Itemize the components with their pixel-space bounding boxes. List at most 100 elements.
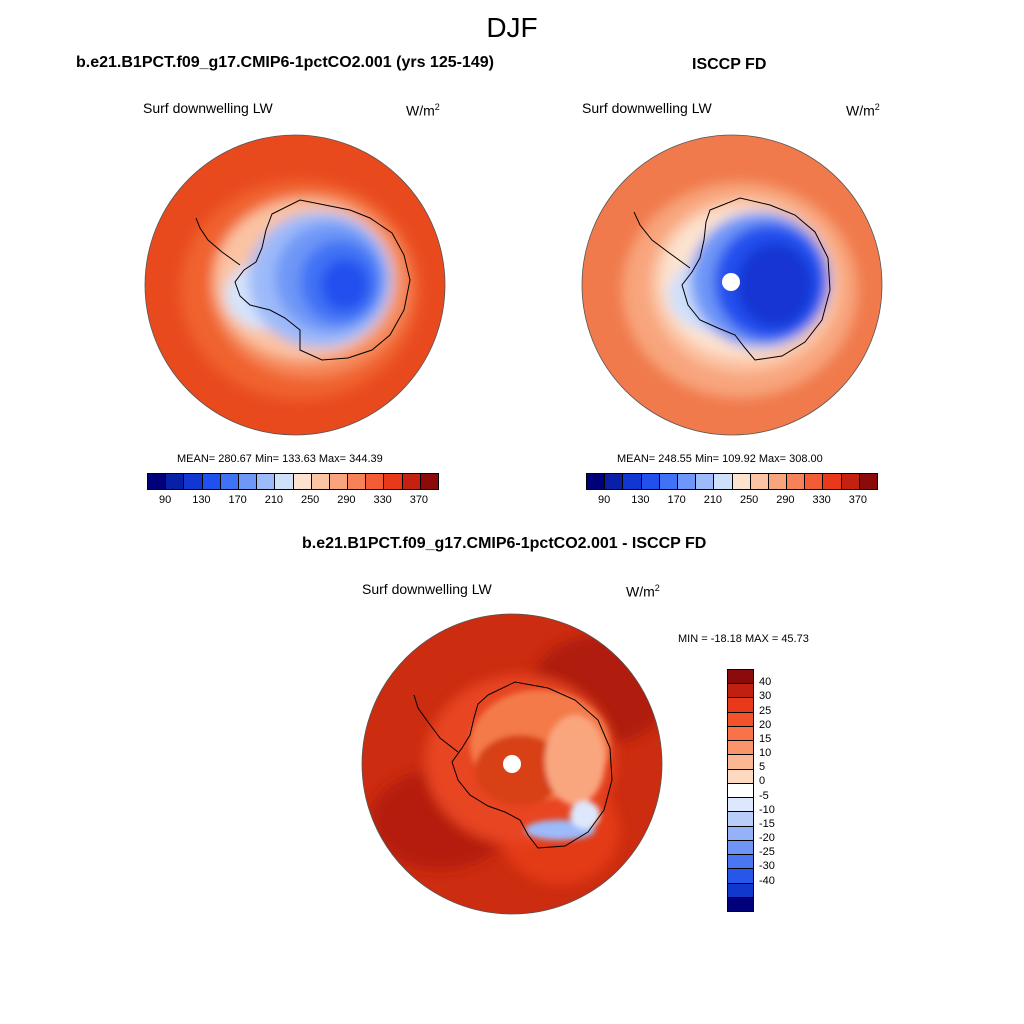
colorbar-swatch	[840, 474, 859, 489]
colorbar-swatch	[858, 474, 877, 489]
colorbar-swatch	[310, 474, 329, 489]
map-outline-right	[581, 134, 883, 436]
colorbar-swatch	[328, 474, 348, 489]
colorbar-tick-label: 90	[159, 494, 172, 506]
colorbar-swatch	[622, 474, 641, 489]
diff-colorbar-swatch	[728, 896, 753, 911]
colorbar-swatch	[292, 474, 311, 489]
diff-colorbar-swatch	[728, 882, 753, 897]
diff-colorbar-tick-label: 20	[759, 718, 772, 731]
diff-colorbar-tick-label: -10	[759, 803, 775, 816]
colorbar-tick-label: 370	[848, 494, 868, 506]
diff-stats-readout: MIN = -18.18 MAX = 45.73	[678, 633, 809, 645]
colorbar-right-ticks: 90 130 170 210 250 290 330 370	[586, 494, 876, 508]
colorbar-swatch	[219, 474, 238, 489]
diff-colorbar-swatch	[728, 697, 753, 712]
diff-colorbar-tick-label: 25	[759, 704, 772, 717]
diff-colorbar-swatch	[728, 811, 753, 826]
diff-colorbar-ticks: 40 30 25 20 15 10 5 0 -5 -10 -15 -20 -25 -30 -40	[759, 669, 799, 910]
map-outline	[144, 134, 446, 436]
diff-colorbar-swatch	[728, 839, 753, 855]
diff-colorbar-tick-label: -30	[759, 860, 775, 873]
diff-colorbar-tick-label: 15	[759, 732, 772, 745]
units-label: W/m2	[406, 102, 440, 119]
colorbar-swatch	[183, 474, 202, 489]
colorbar-tick-label: 210	[264, 494, 284, 506]
colorbar-tick-label: 290	[337, 494, 356, 506]
diff-colorbar-swatch	[728, 797, 753, 812]
colorbar-swatch	[676, 474, 696, 489]
antarctica-coastline-diff	[451, 681, 613, 849]
diff-colorbar-swatch	[728, 725, 753, 741]
variable-label-diff: Surf downwelling LW	[362, 581, 492, 597]
diff-colorbar-swatch	[728, 854, 753, 869]
diff-colorbar-tick-label: 0	[759, 775, 766, 788]
units-label-diff: W/m2	[626, 583, 660, 600]
pole-missing-data	[722, 273, 740, 291]
colorbar-swatch	[749, 474, 768, 489]
colorbar-swatch	[401, 474, 420, 489]
diff-colorbar-swatch	[728, 670, 753, 684]
antarctica-coastline-right	[681, 197, 831, 361]
peninsula-coastline	[195, 217, 241, 266]
colorbar-tick-label: 90	[598, 494, 611, 506]
colorbar-swatch	[587, 474, 605, 489]
colorbar-swatch	[767, 474, 787, 489]
diff-colorbar-tick-label: -5	[759, 789, 769, 802]
colorbar-left-ticks: 90 130 170 210 250 290 330 370	[147, 494, 437, 508]
diff-colorbar-tick-label: 30	[759, 690, 772, 703]
colorbar-swatch	[713, 474, 732, 489]
model-case-title: b.e21.B1PCT.f09_g17.CMIP6-1pctCO2.001 (y…	[76, 54, 494, 71]
colorbar-swatch	[201, 474, 220, 489]
colorbar-swatch	[256, 474, 275, 489]
diff-colorbar-tick-label: -25	[759, 846, 775, 859]
diff-colorbar-swatch	[728, 782, 753, 798]
diff-colorbar	[727, 669, 754, 912]
colorbar-swatch	[237, 474, 257, 489]
units-label-right: W/m2	[846, 102, 880, 119]
diff-colorbar-swatch	[728, 711, 753, 726]
colorbar-swatch	[731, 474, 750, 489]
diff-colorbar-tick-label: 5	[759, 761, 766, 774]
pole-missing-data-diff	[503, 755, 521, 773]
variable-label: Surf downwelling LW	[143, 100, 273, 116]
colorbar-swatch	[383, 474, 402, 489]
obs-case-title: ISCCP FD	[692, 56, 767, 73]
colorbar-tick-label: 170	[667, 494, 686, 506]
diff-colorbar-tick-label: -40	[759, 874, 775, 887]
diff-colorbar-swatch	[728, 868, 753, 883]
colorbar-tick-label: 250	[739, 494, 759, 506]
variable-label-right: Surf downwelling LW	[582, 100, 712, 116]
colorbar-tick-label: 130	[192, 494, 211, 506]
colorbar-swatch	[165, 474, 184, 489]
diff-colorbar-swatch	[728, 825, 753, 840]
colorbar-tick-label: 170	[228, 494, 247, 506]
stats-readout: MEAN= 280.67 Min= 133.63 Max= 344.39	[177, 453, 383, 465]
diff-colorbar-tick-label: 10	[759, 747, 772, 760]
colorbar-swatch	[365, 474, 384, 489]
antarctica-coastline	[234, 199, 411, 361]
colorbar-tick-label: 250	[300, 494, 320, 506]
colorbar-tick-label: 290	[776, 494, 795, 506]
colorbar-swatch	[604, 474, 623, 489]
colorbar-swatch	[640, 474, 659, 489]
diff-colorbar-swatch	[728, 740, 753, 755]
peninsula-coastline-right	[633, 211, 691, 269]
diff-map-outline	[361, 613, 663, 915]
peninsula-coastline-diff	[413, 694, 459, 753]
colorbar-swatch	[658, 474, 677, 489]
diff-colorbar-tick-label: 40	[759, 676, 772, 689]
diff-colorbar-tick-label: -15	[759, 817, 775, 830]
colorbar-swatch	[274, 474, 293, 489]
colorbar-tick-label: 130	[631, 494, 650, 506]
colorbar-swatch	[804, 474, 823, 489]
difference-title: b.e21.B1PCT.f09_g17.CMIP6-1pctCO2.001 - …	[302, 535, 707, 552]
season-title: DJF	[486, 12, 538, 43]
colorbar-left	[147, 473, 439, 490]
colorbar-tick-label: 370	[409, 494, 429, 506]
diff-colorbar-tick-label: -20	[759, 832, 775, 845]
diff-colorbar-swatch	[728, 754, 753, 769]
